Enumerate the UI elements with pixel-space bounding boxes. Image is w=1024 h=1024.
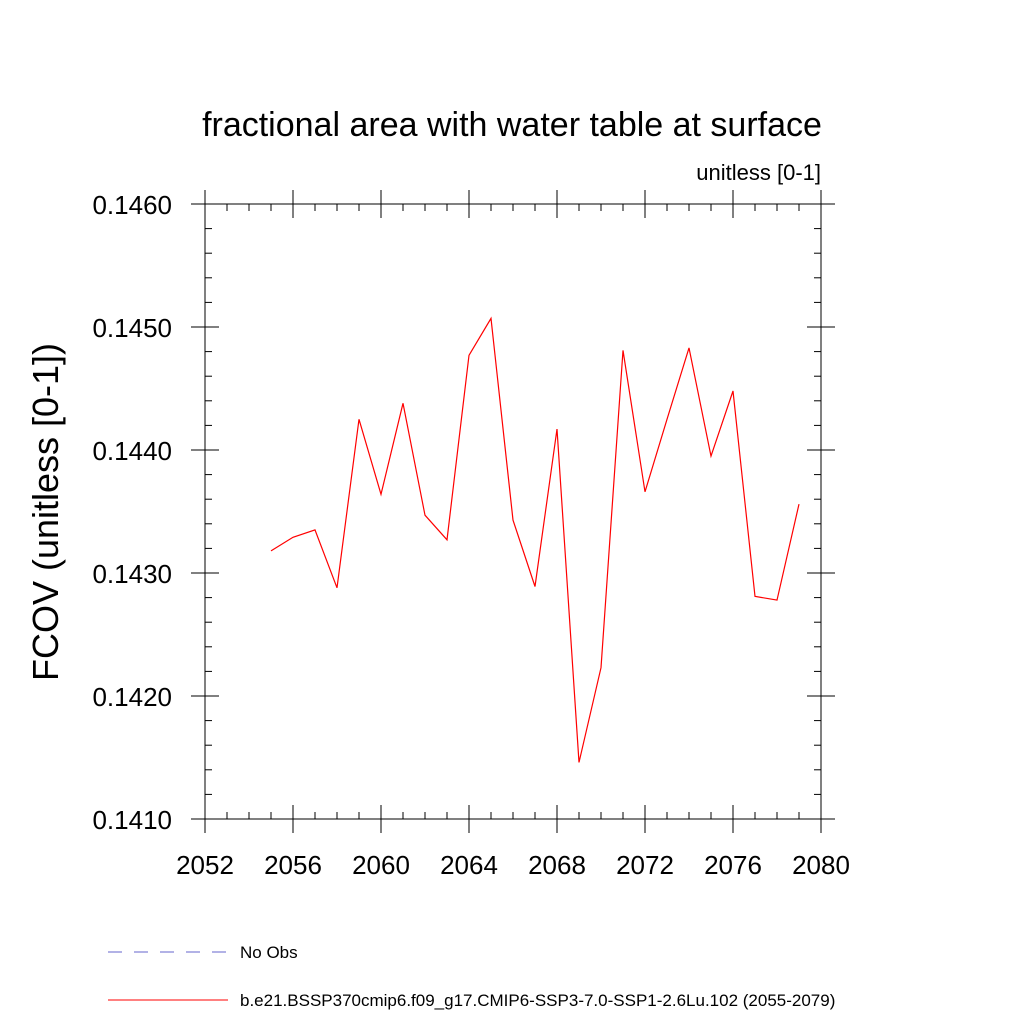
x-tick-label: 2072 — [616, 850, 674, 880]
chart-title: fractional area with water table at surf… — [202, 106, 822, 144]
y-tick-label: 0.1450 — [92, 313, 172, 343]
plot-series — [270, 316, 800, 763]
y-tick-label: 0.1440 — [92, 436, 172, 466]
chart-subtitle: unitless [0-1] — [696, 160, 821, 185]
y-tick-label: 0.1420 — [92, 682, 172, 712]
x-tick-label: 2060 — [352, 850, 410, 880]
y-tick-label: 0.1460 — [92, 190, 172, 220]
series-line — [270, 316, 800, 763]
x-tick-label: 2064 — [440, 850, 498, 880]
x-tick-label: 2056 — [264, 850, 322, 880]
legend-label: b.e21.BSSP370cmip6.f09_g17.CMIP6-SSP3-7.… — [240, 991, 835, 1010]
plot-frame — [204, 203, 822, 820]
plot-axes: 2052 2056 2060 2064 2068 2072 2076 2080 0.1410 0.… — [92, 190, 850, 880]
legend: No Obs b.e21.BSSP370cmip6.f09_g17.CMIP6-S… — [108, 943, 835, 1010]
y-axis-label: FCOV (unitless [0-1]) — [25, 343, 66, 681]
x-tick-label: 2080 — [792, 850, 850, 880]
x-tick-label: 2068 — [528, 850, 586, 880]
y-tick-label: 0.1410 — [92, 805, 172, 835]
x-tick-label: 2076 — [704, 850, 762, 880]
legend-label: No Obs — [240, 943, 298, 962]
y-tick-label: 0.1430 — [92, 559, 172, 589]
x-tick-label: 2052 — [176, 850, 234, 880]
